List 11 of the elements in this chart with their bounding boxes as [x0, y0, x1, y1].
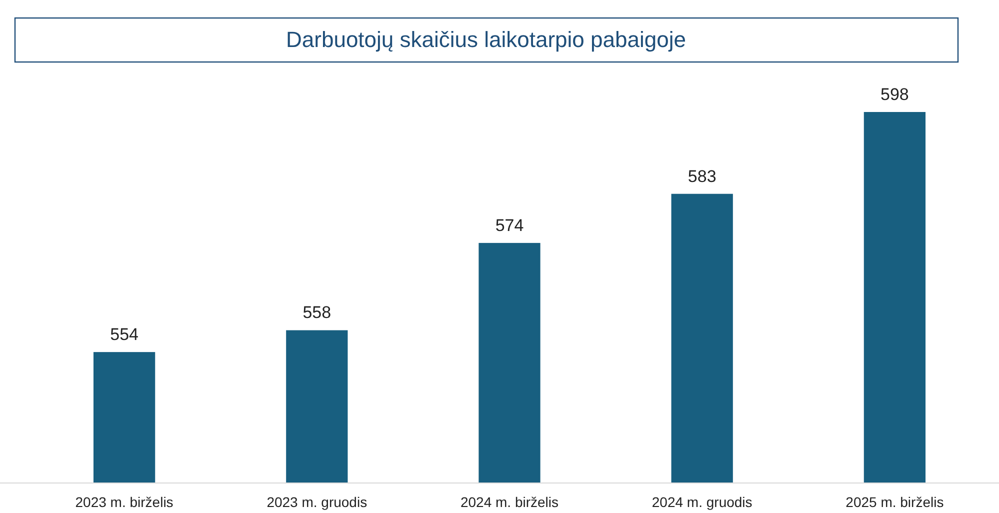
- data-label: 554: [110, 325, 138, 344]
- x-tick-label: 2024 m. birželis: [460, 494, 559, 510]
- x-tick-label: 2023 m. birželis: [75, 494, 174, 510]
- data-label: 598: [880, 85, 909, 104]
- data-label: 583: [688, 166, 716, 186]
- x-tick-label: 2023 m. gruodis: [266, 494, 368, 510]
- x-tick-label: 2024 m. gruodis: [652, 494, 752, 510]
- x-tick-label: 2025 m. birželis: [846, 494, 944, 510]
- data-label: 574: [495, 216, 524, 235]
- chart-title: Darbuotojų skaičius laikotarpio pabaigoje: [286, 27, 686, 52]
- data-label: 558: [302, 303, 332, 322]
